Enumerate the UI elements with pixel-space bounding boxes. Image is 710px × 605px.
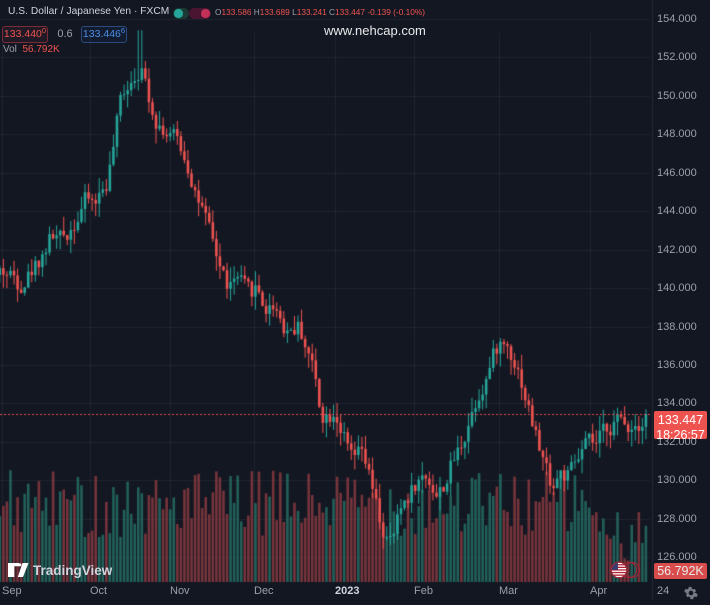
svg-text:TradingView: TradingView [33, 563, 113, 578]
